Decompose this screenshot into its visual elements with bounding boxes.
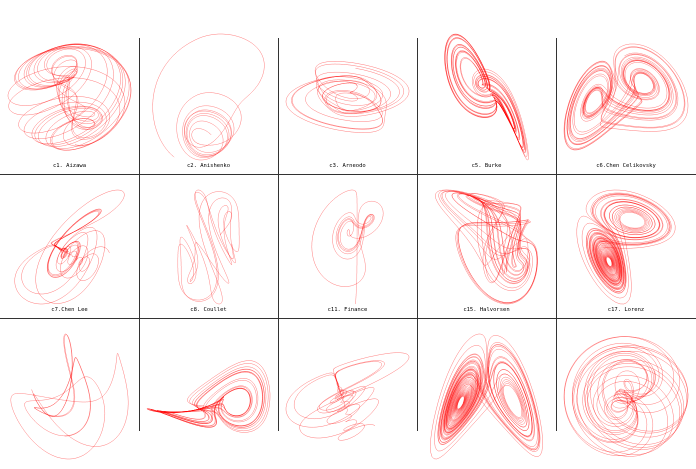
- panel-unlabeled-spiral-sheet: [278, 318, 417, 469]
- attractor-plot: [444, 33, 529, 161]
- panel-finance: c11. Finance: [278, 174, 417, 318]
- panel-unlabeled-double-scroll: [417, 318, 556, 469]
- panel-caption: c17. Lorenz: [607, 307, 645, 313]
- attractor-trajectory: [10, 333, 129, 460]
- attractor-trajectory: [444, 33, 529, 161]
- panel-aizawa: c1. Aizawa: [0, 0, 139, 174]
- panel-caption: c3. Arneodo: [329, 163, 366, 169]
- panel-unlabeled-flat-wing: [139, 318, 278, 469]
- attractor-trajectory: [311, 189, 384, 304]
- attractor-plot: [430, 333, 543, 460]
- panel-caption: c11. Finance: [327, 307, 368, 313]
- panel-coullet: c8. Coullet: [139, 174, 278, 318]
- attractor-plot: [177, 189, 240, 305]
- grid-divider-horizontal: [0, 174, 696, 175]
- attractor-plot: [146, 360, 271, 433]
- attractor-trajectory: [152, 33, 265, 161]
- attractor-plot: [311, 189, 384, 304]
- attractor-plot: [563, 43, 689, 151]
- attractor-plot: [285, 61, 410, 133]
- panel-caption: c15. Halvorsen: [463, 307, 510, 313]
- panel-caption: c7.Chen Lee: [51, 307, 88, 313]
- grid-divider-vertical: [417, 38, 418, 431]
- panel-caption: c2. Anishenko: [186, 163, 231, 169]
- attractor-trajectory: [563, 43, 689, 151]
- panel-arneodo: c3. Arneodo: [278, 0, 417, 174]
- attractor-plot: [152, 33, 265, 161]
- attractor-plot: [14, 189, 125, 305]
- attractor-trajectory: [563, 336, 689, 457]
- attractor-plot: [563, 336, 689, 457]
- panel-chen-celikovsky: c6.Chen Celikovsky: [556, 0, 696, 174]
- attractor-trajectory: [430, 333, 543, 460]
- attractor-trajectory: [576, 189, 676, 305]
- attractor-plot: [576, 189, 676, 305]
- panel-caption: c8. Coullet: [190, 307, 227, 313]
- attractor-trajectory: [7, 43, 132, 151]
- attractor-plot: [285, 352, 410, 441]
- panel-anishenko: c2. Anishenko: [139, 0, 278, 174]
- attractor-trajectory: [146, 360, 271, 433]
- panel-caption: c5. Burke: [471, 163, 502, 169]
- panel-unlabeled-ring: [0, 318, 139, 469]
- panel-unlabeled-funnel: [556, 318, 696, 469]
- attractor-trajectory: [285, 61, 410, 133]
- attractor-plot: [435, 189, 538, 305]
- panel-halvorsen: c15. Halvorsen: [417, 174, 556, 318]
- panel-caption: c6.Chen Celikovsky: [596, 163, 656, 169]
- panel-lorenz: c17. Lorenz: [556, 174, 696, 318]
- grid-divider-vertical: [278, 38, 279, 431]
- panel-caption: c1. Aizawa: [52, 163, 87, 169]
- attractor-trajectory: [435, 189, 538, 305]
- grid-divider-vertical: [139, 38, 140, 431]
- grid-divider-horizontal: [0, 318, 696, 319]
- grid-divider-vertical: [556, 38, 557, 431]
- attractor-plot: [7, 43, 132, 151]
- panel-burke: c5. Burke: [417, 0, 556, 174]
- attractor-trajectory: [285, 352, 410, 441]
- attractor-trajectory: [177, 189, 240, 305]
- attractor-plot: [10, 333, 129, 460]
- panel-chen-lee: c7.Chen Lee: [0, 174, 139, 318]
- attractor-trajectory: [14, 189, 125, 305]
